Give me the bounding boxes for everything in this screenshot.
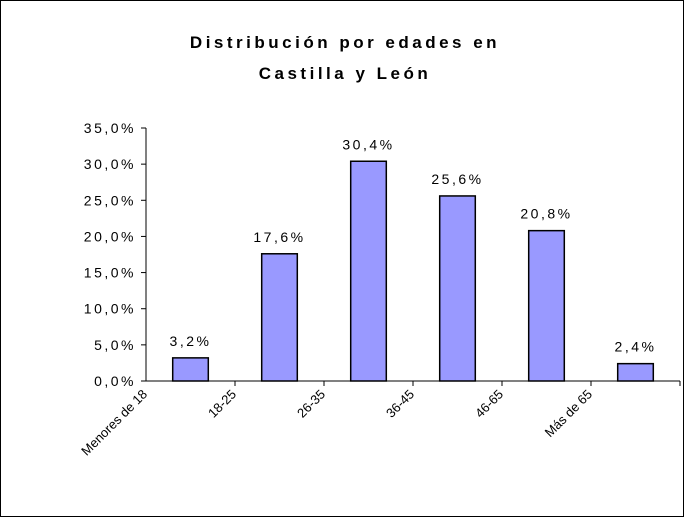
bar	[260, 253, 299, 382]
y-tick-label: 15,0%	[84, 265, 136, 281]
y-tick-label: 30,0%	[84, 156, 136, 172]
chart-title: Distribución por edades en	[190, 33, 500, 52]
value-label: 20,8%	[520, 206, 572, 222]
y-tick-label: 25,0%	[84, 192, 136, 208]
value-label: 30,4%	[342, 136, 394, 152]
bar	[527, 229, 566, 382]
bar	[616, 362, 655, 382]
value-label: 17,6%	[253, 229, 305, 245]
y-tick-label: 10,0%	[84, 301, 136, 317]
value-label: 3,2%	[170, 333, 212, 349]
y-tick-label: 0,0%	[94, 373, 136, 389]
chart-title: Castilla y León	[259, 64, 431, 83]
y-tick-label: 35,0%	[84, 120, 136, 136]
y-tick-label: 20,0%	[84, 228, 136, 244]
value-label: 2,4%	[615, 339, 657, 355]
y-tick-label: 5,0%	[94, 337, 136, 353]
bar	[171, 357, 210, 382]
value-label: 25,6%	[431, 171, 483, 187]
bar	[438, 195, 477, 382]
bar	[349, 160, 388, 382]
